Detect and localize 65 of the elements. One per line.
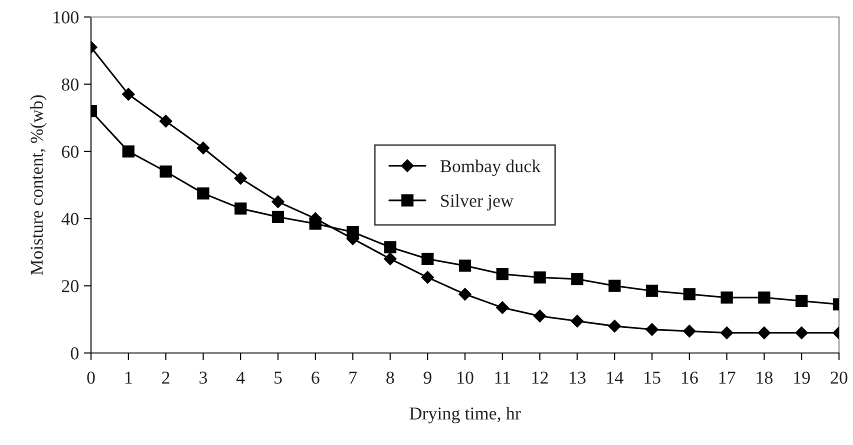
point [160, 165, 172, 178]
y-tick-label: 0 [70, 347, 79, 360]
x-tick-label: 0 [87, 372, 95, 384]
point [533, 310, 546, 322]
x-tick-label: 12 [532, 372, 548, 384]
x-tick-label: 20 [830, 372, 848, 384]
x-tick-label: 4 [236, 372, 245, 384]
point [608, 280, 621, 292]
x-tick-label: 15 [644, 372, 660, 384]
point [570, 314, 584, 328]
point [571, 273, 584, 286]
legend-label: Silver jew [441, 194, 514, 211]
y-tick-label: 100 [54, 11, 79, 24]
point [272, 195, 284, 208]
y-axis-title: Moisture content, %(wb) [30, 95, 47, 275]
x-tick-label: 1 [125, 372, 132, 384]
x-tick-label: 11 [495, 372, 510, 384]
point [458, 260, 472, 272]
point [122, 88, 135, 101]
point [421, 270, 434, 284]
x-tick-label: 10 [458, 372, 474, 384]
point [758, 291, 770, 304]
point [682, 324, 696, 338]
x-tick-label: 9 [424, 372, 432, 384]
point [384, 252, 397, 266]
x-tick-label: 17 [719, 372, 736, 384]
point [384, 241, 396, 254]
point [234, 202, 247, 215]
x-tick-label: 18 [756, 372, 773, 384]
x-tick-label: 13 [570, 372, 586, 384]
x-tick-label: 7 [349, 372, 357, 384]
point [646, 284, 658, 297]
y-tick-label: 60 [62, 146, 79, 158]
point [608, 320, 622, 333]
point [422, 252, 434, 265]
point [683, 288, 696, 300]
point [795, 326, 808, 340]
point [758, 326, 771, 340]
x-axis-title: Drying time, hr [410, 406, 521, 424]
point [272, 210, 284, 223]
x-tick-label: 5 [274, 372, 282, 384]
point [496, 268, 508, 280]
point [197, 187, 210, 200]
point [159, 114, 172, 128]
x-tick-label: 3 [200, 372, 208, 384]
y-tick-label: 80 [62, 78, 79, 91]
legend-label: Bombay duck [440, 160, 541, 176]
point [796, 294, 808, 307]
point [496, 301, 509, 314]
point [720, 291, 733, 304]
point [646, 323, 658, 336]
point [196, 142, 210, 154]
y-tick-label: 40 [61, 212, 79, 226]
point [534, 271, 546, 284]
point [458, 288, 472, 301]
point [122, 145, 134, 158]
x-tick-label: 14 [607, 372, 624, 384]
x-tick-label: 19 [794, 372, 810, 384]
x-tick-label: 16 [682, 372, 698, 384]
y-tick-label: 20 [62, 280, 79, 292]
x-tick-label: 6 [312, 372, 320, 384]
point [720, 326, 734, 340]
x-tick-label: 8 [386, 372, 394, 384]
x-tick-label: 2 [162, 372, 170, 384]
point [234, 172, 248, 185]
